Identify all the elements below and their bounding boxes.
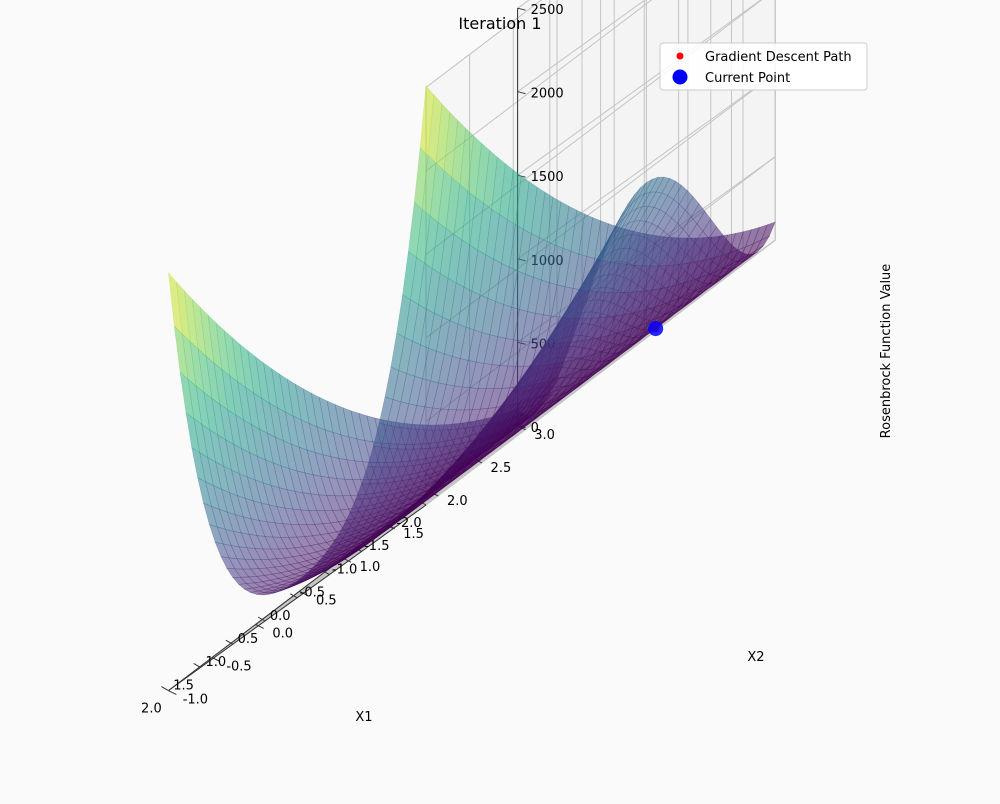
gradient-descent-path <box>648 321 664 337</box>
x-tick-mark <box>289 593 298 599</box>
z-tick-label: 2000 <box>531 87 564 102</box>
surface-facet <box>620 194 635 218</box>
x-tick-label: -1.5 <box>364 539 389 554</box>
x-tick-mark <box>225 639 234 645</box>
z-tick-label: 0 <box>531 421 539 436</box>
x-tick-label: 0.0 <box>270 609 291 624</box>
x-tick-label: -2.0 <box>396 516 421 531</box>
grid-line-z <box>425 239 776 506</box>
legend-marker-current-point <box>672 69 688 85</box>
x-tick-mark <box>193 662 201 668</box>
rosenbrock-surface <box>167 85 776 596</box>
legend: Gradient Descent Path Current Point <box>659 42 868 91</box>
surface-facet <box>679 189 694 211</box>
surface-facet <box>626 187 641 210</box>
z-tick-label: 2500 <box>531 3 564 18</box>
grid-line-z <box>425 0 653 172</box>
grid-line-y <box>255 438 514 625</box>
x-tick-label: 2.0 <box>141 702 162 717</box>
surface-facet <box>690 203 706 225</box>
grid-line-z <box>517 0 646 93</box>
y-tick-mark <box>168 690 177 696</box>
current-point-marker <box>648 321 664 337</box>
surface-facet <box>667 180 682 200</box>
grid-line-z <box>425 0 543 88</box>
y-tick-label: 1.5 <box>403 527 424 542</box>
surface-facet <box>754 235 771 252</box>
grid-line-y <box>211 471 470 658</box>
y-tick-label: 2.5 <box>491 461 512 476</box>
x-tick-label: 1.0 <box>205 655 226 670</box>
z-tick-mark <box>517 91 526 95</box>
y-tick-mark <box>255 623 264 629</box>
x-tick-label: -0.5 <box>300 586 325 601</box>
y-tick-label: 0.0 <box>272 626 293 641</box>
y-tick-label: 2.0 <box>447 494 468 509</box>
legend-marker-gradient-path <box>676 52 684 60</box>
surface-facet <box>702 218 718 239</box>
tick-labels: -2.0-1.5-1.0-0.50.00.51.01.52.0-1.0-0.50… <box>141 3 564 716</box>
x-tick-label: -1.0 <box>332 562 357 577</box>
y-tick-label: -0.5 <box>226 660 251 675</box>
x-tick-mark <box>257 616 266 622</box>
surface-facet <box>673 184 688 205</box>
grid-line-z <box>517 0 762 176</box>
y-tick-label: 0.5 <box>316 593 337 608</box>
x-axis-label: X1 <box>355 710 372 725</box>
z-tick-mark <box>517 7 526 11</box>
surface-facet <box>637 178 654 199</box>
z-axis-label: Rosenbrock Function Value <box>879 264 894 439</box>
y-tick-label: 1.0 <box>360 560 381 575</box>
x-tick-mark <box>161 686 169 692</box>
legend-label-gradient-path: Gradient Descent Path <box>705 50 852 65</box>
y-tick-mark <box>211 657 221 662</box>
x-tick-label: 1.5 <box>173 678 194 693</box>
z-tick-label: 1500 <box>531 170 564 185</box>
chart-title: Iteration 1 <box>458 14 541 33</box>
surface-facet <box>632 182 647 203</box>
legend-frame <box>659 42 868 91</box>
legend-label-current-point: Current Point <box>705 71 790 86</box>
surface-facet <box>661 178 677 196</box>
y-tick-mark <box>299 590 308 596</box>
surface-facet <box>649 176 665 193</box>
x-tick-label: 0.5 <box>238 632 259 647</box>
y-tick-label: 3.0 <box>534 428 555 443</box>
y-tick-label: -1.0 <box>183 693 208 708</box>
surface-facet <box>760 221 776 241</box>
y-axis-label: X2 <box>747 650 764 665</box>
